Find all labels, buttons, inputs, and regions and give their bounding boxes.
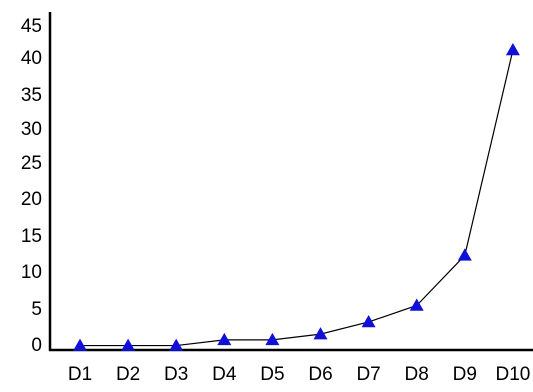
x-tick-label: D7 xyxy=(356,364,380,385)
y-tick-label: 40 xyxy=(21,48,42,69)
data-point-marker xyxy=(73,338,87,351)
y-tick-label: 25 xyxy=(21,153,42,174)
y-tick-label: 10 xyxy=(21,262,42,283)
x-tick-label: D4 xyxy=(212,364,237,385)
x-tick-label: D2 xyxy=(116,364,140,385)
y-tick-label: 15 xyxy=(21,226,42,247)
x-tick-label: D6 xyxy=(308,364,332,385)
y-tick-label: 35 xyxy=(21,85,42,106)
x-tick-label: D10 xyxy=(495,364,530,385)
data-point-marker xyxy=(265,332,280,346)
y-tick-label: 5 xyxy=(31,299,42,320)
x-tick-label: D9 xyxy=(453,364,477,385)
data-point-marker xyxy=(361,314,376,328)
data-point-marker xyxy=(169,338,184,351)
data-point-marker xyxy=(217,332,232,346)
y-tick-label: 0 xyxy=(31,335,42,356)
y-tick-label: 30 xyxy=(21,119,42,140)
x-tick-label: D3 xyxy=(164,364,188,385)
x-axis-ticks: D1 D2 D3 D4 D5 D6 D7 D8 D9 D10 xyxy=(68,364,530,385)
data-point-marker xyxy=(121,338,136,351)
x-tick-label: D8 xyxy=(405,364,429,385)
x-tick-label: D1 xyxy=(68,364,92,385)
data-point-marker xyxy=(457,248,472,261)
series-line xyxy=(80,49,514,347)
y-tick-label: 45 xyxy=(21,16,42,37)
series-markers xyxy=(73,43,520,351)
data-point-marker xyxy=(505,43,520,56)
y-tick-label: 20 xyxy=(21,189,42,210)
data-point-marker xyxy=(313,327,328,340)
y-axis-ticks: 45 40 35 30 25 20 15 10 5 0 xyxy=(21,16,42,356)
data-point-marker xyxy=(409,298,424,311)
x-tick-label: D5 xyxy=(260,364,284,385)
